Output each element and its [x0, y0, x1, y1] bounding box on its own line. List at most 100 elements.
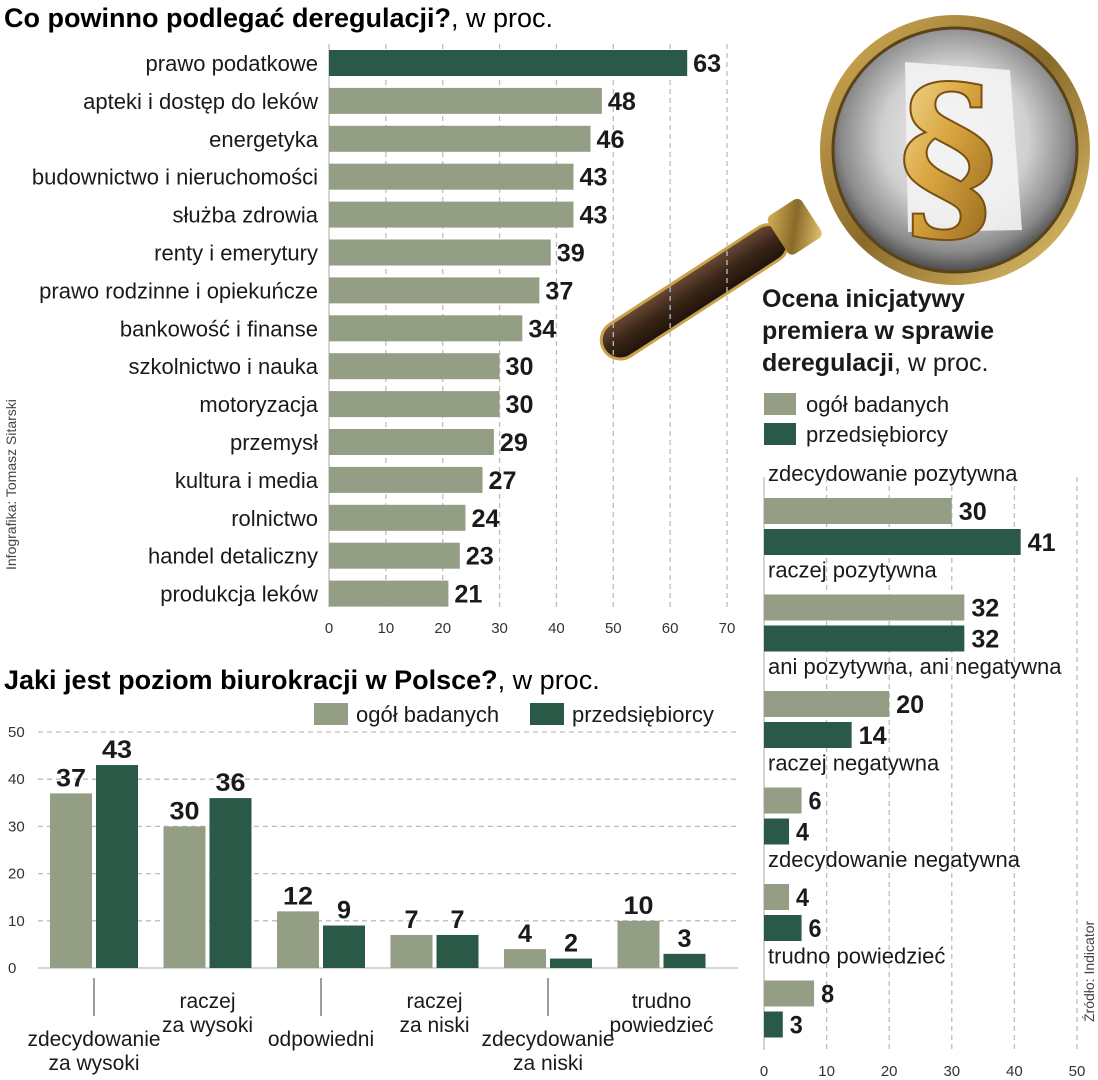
chart2-bar: [323, 925, 365, 968]
chart2-bar: [436, 934, 479, 968]
chart1-title: Co powinno podlegać deregulacji?, w proc…: [4, 3, 553, 33]
chart2-title-suffix: , w proc.: [498, 665, 600, 695]
chart2-category-label: za niski: [513, 1052, 583, 1075]
chart1-bar: [329, 391, 500, 418]
chart2-value-label: 37: [56, 764, 86, 792]
chart-deregulation-areas: Co powinno podlegać deregulacji?, w proc…: [4, 3, 735, 637]
chart1-tick-label: 70: [719, 620, 736, 637]
legend-swatch-entrepreneurs: [764, 423, 796, 445]
chart3-category-label: zdecydowanie pozytywna: [768, 461, 1018, 486]
chart1-category-label: bankowość i finanse: [120, 316, 318, 341]
chart3-value-label: 8: [821, 981, 834, 1009]
chart2-bar: [617, 920, 660, 968]
chart3-tick-label: 30: [943, 1063, 960, 1080]
chart2-value-label: 4: [518, 920, 532, 948]
magnifying-glass-illustration: §: [599, 15, 1090, 361]
chart1-value-label: 34: [528, 315, 556, 343]
legend-swatch-all: [764, 393, 796, 415]
chart3-bar: [764, 529, 1021, 555]
chart1-category-label: prawo rodzinne i opiekuńcze: [39, 278, 318, 303]
chart1-bar: [329, 315, 523, 342]
chart1-value-label: 24: [471, 505, 499, 533]
chart3-value-label: 4: [796, 884, 809, 912]
chart3-bar: [764, 594, 965, 621]
chart3-bar: [764, 625, 965, 652]
chart3-value-label: 30: [959, 498, 987, 526]
legend-label-entrepreneurs: przedsiębiorcy: [572, 702, 714, 727]
chart2-bar: [50, 793, 92, 968]
chart1-category-label: prawo podatkowe: [146, 51, 318, 76]
chart1-bar: [329, 87, 602, 114]
legend-swatch-all: [314, 703, 348, 725]
chart1-bar: [329, 353, 500, 380]
chart1-value-label: 39: [557, 240, 585, 268]
chart1-value-label: 30: [506, 391, 534, 419]
chart2-value-label: 2: [564, 930, 578, 958]
chart2-value-label: 7: [451, 906, 465, 934]
legend-label-all: ogół badanych: [356, 702, 499, 727]
paragraph-sign-icon: §: [898, 44, 997, 267]
chart1-category-label: motoryzacja: [199, 392, 318, 417]
chart2-bar: [163, 826, 206, 968]
chart3-tick-label: 20: [881, 1063, 898, 1080]
chart3-tick-label: 10: [818, 1063, 835, 1080]
chart2-bar: [390, 934, 433, 968]
chart3-category-label: raczej negatywna: [768, 751, 940, 776]
chart2-value-label: 36: [216, 769, 246, 797]
graphics-credit: Infografika: Tomasz Sitarski: [3, 399, 19, 570]
chart2-category-label: odpowiedni: [268, 1028, 374, 1051]
chart3-category-label: trudno powiedzieć: [768, 944, 945, 969]
chart1-category-label: apteki i dostęp do leków: [83, 89, 318, 114]
chart3-value-label: 6: [809, 915, 822, 943]
chart3-bar: [764, 1011, 783, 1038]
chart1-tick-label: 30: [491, 620, 508, 637]
chart3-value-label: 41: [1028, 529, 1056, 557]
chart1-value-label: 30: [506, 353, 534, 381]
chart3-category-label: zdecydowanie negatywna: [768, 847, 1021, 872]
chart3-category-label: raczej pozytywna: [768, 558, 938, 583]
chart3-bar: [764, 915, 802, 941]
chart2-tick-label: 30: [8, 818, 25, 835]
chart1-title-suffix: , w proc.: [451, 3, 553, 33]
chart2-value-label: 7: [405, 906, 419, 934]
chart2-tick-label: 50: [8, 724, 25, 741]
chart3-value-label: 32: [971, 626, 999, 654]
chart3-tick-label: 50: [1069, 1063, 1086, 1080]
chart3-bar: [764, 980, 815, 1007]
chart1-bar: [329, 125, 591, 152]
chart1-category-label: budownictwo i nieruchomości: [32, 165, 318, 190]
chart1-tick-label: 60: [662, 620, 679, 637]
chart1-tick-label: 50: [605, 620, 622, 637]
chart3-title-line: deregulacji, w proc.: [762, 349, 988, 377]
chart3-title-line: Ocena inicjatywy: [762, 285, 965, 313]
chart1-bar: [329, 466, 483, 493]
chart1-category-label: handel detaliczny: [148, 544, 318, 569]
chart1-bar: [329, 201, 574, 228]
chart1-value-label: 23: [466, 543, 494, 571]
chart1-bar: [329, 429, 494, 455]
chart1-value-label: 48: [608, 88, 636, 116]
chart2-bar: [96, 765, 138, 968]
chart2-bar: [504, 949, 546, 968]
chart-pm-initiative-rating: Ocena inicjatywy premiera w sprawie deregu…: [760, 285, 1086, 1080]
chart2-category-label: zdecydowanie: [27, 1028, 160, 1051]
chart2-value-label: 12: [283, 882, 313, 910]
chart3-bar: [764, 818, 790, 845]
chart2-category-label: powiedzieć: [610, 1014, 714, 1037]
chart3-bar: [764, 722, 852, 748]
chart2-bar: [663, 953, 706, 968]
chart3-bar: [764, 884, 790, 910]
chart1-category-label: służba zdrowia: [172, 203, 318, 228]
chart1-tick-label: 0: [325, 620, 333, 637]
chart-bureaucracy-level: Jaki jest poziom biurokracji w Polsce?, …: [4, 665, 738, 1075]
chart3-category-label: ani pozytywna, ani negatywna: [768, 654, 1062, 679]
legend-label-entrepreneurs: przedsiębiorcy: [806, 422, 948, 447]
chart2-category-label: raczej: [179, 990, 235, 1013]
chart3-value-label: 4: [796, 819, 809, 847]
chart3-value-label: 6: [809, 788, 822, 816]
chart1-value-label: 21: [454, 581, 482, 609]
legend-swatch-entrepreneurs: [530, 703, 564, 725]
chart3-value-label: 14: [859, 722, 887, 750]
chart1-tick-label: 40: [548, 620, 565, 637]
chart1-tick-label: 20: [434, 620, 451, 637]
